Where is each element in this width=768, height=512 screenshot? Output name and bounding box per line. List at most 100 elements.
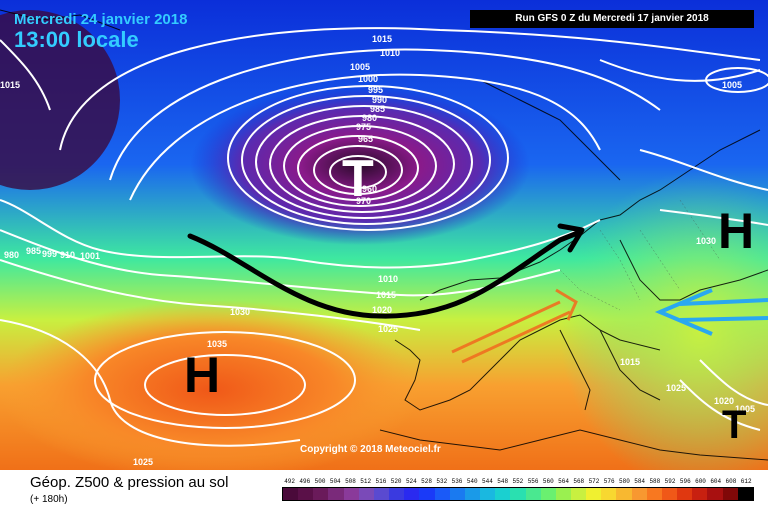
scale-swatch xyxy=(313,488,329,500)
isobar-label: 1010 xyxy=(378,274,398,284)
jet-stream-arrow xyxy=(187,229,583,319)
scale-swatch xyxy=(677,488,693,500)
forecast-time-header: Mercredi 24 janvier 2018 13:00 locale xyxy=(14,12,187,52)
country-borders xyxy=(559,199,721,311)
cold-advection-arrow xyxy=(654,288,768,336)
isobar-label: 980 xyxy=(4,250,19,260)
scale-swatch xyxy=(510,488,526,500)
scale-label: 548 xyxy=(497,478,509,485)
isobar-label: 1025 xyxy=(133,457,153,467)
scale-swatch xyxy=(646,488,662,500)
isobar-label: 1035 xyxy=(207,339,227,349)
isobar-label: 999 xyxy=(42,249,57,259)
isobar-labels: 1015 1010 1005 1000 995 990 985 980 975 … xyxy=(0,34,755,467)
isobar-label: 1015 xyxy=(620,357,640,367)
scale-swatch xyxy=(631,488,647,500)
scale-label: 544 xyxy=(482,478,493,485)
forecast-local-time: 13:00 locale xyxy=(14,27,139,52)
scale-label: 508 xyxy=(345,478,356,485)
low-pressure-center: T xyxy=(722,403,746,447)
scale-label: 512 xyxy=(360,478,372,485)
scale-swatch xyxy=(283,488,299,500)
isobar-label: 1005 xyxy=(735,404,755,414)
scale-swatch xyxy=(737,488,753,500)
warm-advection-arrow xyxy=(451,288,578,364)
scale-label: 568 xyxy=(573,478,585,485)
isobars xyxy=(0,27,768,447)
model-run-label: Run GFS 0 Z du Mercredi 17 janvier 2018 xyxy=(470,10,754,28)
scale-swatch xyxy=(601,488,617,500)
isobar-label: 1015 xyxy=(376,290,396,300)
scale-swatch xyxy=(419,488,435,500)
low-pressure-center: T xyxy=(342,150,374,208)
scale-label: 576 xyxy=(603,478,615,485)
scale-label: 520 xyxy=(390,478,402,485)
scale-label: 536 xyxy=(451,478,463,485)
scale-label: 588 xyxy=(649,478,661,485)
isobar-label: 960 xyxy=(362,184,377,194)
forecast-date: Mercredi 24 janvier 2018 xyxy=(14,11,188,28)
high-pressure-center: H xyxy=(718,203,754,259)
scale-swatch xyxy=(449,488,465,500)
scale-label: 608 xyxy=(725,478,737,485)
scale-swatch xyxy=(343,488,359,500)
scale-label: 604 xyxy=(710,478,722,485)
scale-label: 600 xyxy=(695,478,706,485)
high-pressure-center: H xyxy=(184,347,220,403)
isobar-label: 1015 xyxy=(0,80,20,90)
isobar-label: 975 xyxy=(356,122,371,132)
scale-label: 504 xyxy=(329,478,341,485)
copyright-notice: Copyright © 2018 Meteociel.fr xyxy=(300,444,441,455)
scale-swatch xyxy=(570,488,587,500)
scale-label: 500 xyxy=(314,478,326,485)
high-center-shading xyxy=(0,300,420,470)
color-scale-bar xyxy=(282,487,754,501)
scale-swatch xyxy=(480,488,496,500)
isobar-label: 1015 xyxy=(372,34,392,44)
isobar-label: 1030 xyxy=(696,236,716,246)
isobar-label: 1005 xyxy=(350,62,370,72)
scale-swatch xyxy=(464,488,481,500)
product-title: Géop. Z500 & pression au sol xyxy=(30,474,229,491)
isobar-label: 1010 xyxy=(380,48,400,58)
scale-swatch xyxy=(495,488,511,500)
isobar-label: 1001 xyxy=(80,251,100,261)
scale-swatch xyxy=(661,488,678,500)
isobar-label: 1025 xyxy=(666,383,686,393)
isobar-label: 1020 xyxy=(372,305,392,315)
scale-swatch xyxy=(389,488,405,500)
scale-swatch xyxy=(586,488,602,500)
scale-label: 572 xyxy=(588,478,600,485)
scale-label: 528 xyxy=(421,478,432,485)
scale-swatch xyxy=(540,488,556,500)
scale-swatch xyxy=(722,488,738,500)
scale-label: 556 xyxy=(527,478,539,485)
scale-label: 496 xyxy=(299,478,311,485)
scale-label: 596 xyxy=(679,478,691,485)
isobar-label: 1025 xyxy=(378,324,398,334)
isobar-label: 1005 xyxy=(722,80,742,90)
scale-label: 492 xyxy=(284,478,296,485)
scale-label: 580 xyxy=(619,478,630,485)
scale-swatch xyxy=(692,488,708,500)
scale-label: 560 xyxy=(542,478,554,485)
scale-label: 564 xyxy=(558,478,569,485)
scale-swatch xyxy=(404,488,420,500)
color-scale-labels: 492 496 500 504 508 512 516 520 524 528 532 536 540 5… xyxy=(282,478,754,485)
weather-map: 1015 1010 1005 1000 995 990 985 980 975 … xyxy=(0,0,768,470)
scale-swatch xyxy=(616,488,632,500)
scale-swatch xyxy=(298,488,314,500)
scale-label: 584 xyxy=(634,478,646,485)
scale-label: 524 xyxy=(405,478,417,485)
scale-swatch xyxy=(707,488,723,500)
scale-label: 532 xyxy=(436,478,448,485)
isobar-label: 1000 xyxy=(358,74,378,84)
scale-label: 612 xyxy=(740,478,752,485)
isobar-label: 980 xyxy=(362,113,377,123)
scale-swatch xyxy=(328,488,344,500)
isobar-label: 995 xyxy=(368,85,383,95)
scale-label: 552 xyxy=(512,478,524,485)
scale-label: 592 xyxy=(664,478,676,485)
scale-label: 540 xyxy=(466,478,478,485)
scale-swatch xyxy=(525,488,541,500)
